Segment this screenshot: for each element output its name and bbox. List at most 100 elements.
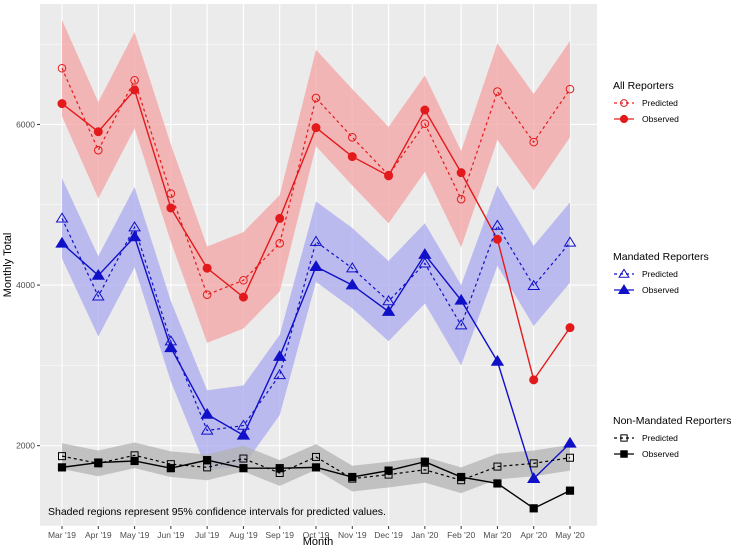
observed-point-all bbox=[130, 85, 140, 95]
predicted-point-all bbox=[130, 75, 139, 85]
observed-point-all bbox=[238, 292, 248, 302]
predicted-point-all bbox=[529, 137, 539, 147]
ci-band-all bbox=[62, 20, 570, 343]
observed-point-all bbox=[529, 375, 539, 385]
legend-label-observed-mandated: Observed bbox=[642, 285, 679, 295]
predicted-point-mandated bbox=[382, 294, 395, 306]
predicted-point-mandated bbox=[200, 424, 214, 435]
observed-point-mandated bbox=[563, 436, 577, 448]
observed-point-nonmandated bbox=[529, 504, 538, 513]
observed-point-nonmandated bbox=[348, 472, 357, 482]
observed-point-nonmandated bbox=[130, 456, 139, 466]
observed-point-nonmandated bbox=[57, 463, 67, 472]
observed-point-mandated bbox=[490, 354, 505, 366]
predicted-point-nonmandated bbox=[312, 452, 320, 461]
x-tick-label: Mar '20 bbox=[483, 530, 511, 540]
observed-point-mandated bbox=[127, 230, 142, 242]
x-tick-label: May '19 bbox=[120, 530, 150, 540]
predicted-point-all bbox=[275, 239, 285, 248]
observed-point-mandated bbox=[527, 472, 541, 483]
legend-marker-predicted-nonmandated bbox=[620, 434, 628, 442]
observed-point-all bbox=[166, 203, 176, 213]
x-tick-label: Dec '19 bbox=[374, 530, 403, 540]
y-axis-title: Monthly Total bbox=[2, 233, 14, 298]
observed-point-nonmandated bbox=[384, 466, 393, 475]
observed-point-mandated bbox=[381, 305, 396, 316]
predicted-point-all bbox=[239, 275, 248, 285]
legend-marker-observed-mandated bbox=[617, 284, 631, 294]
predicted-point-all bbox=[57, 63, 67, 73]
observed-point-all bbox=[565, 323, 575, 333]
observed-point-nonmandated bbox=[311, 463, 321, 472]
predicted-point-nonmandated bbox=[58, 452, 66, 461]
observed-point-mandated bbox=[345, 278, 359, 290]
x-tick-label: Aug '19 bbox=[229, 530, 258, 540]
observed-point-nonmandated bbox=[166, 464, 175, 473]
predicted-point-all bbox=[347, 133, 357, 142]
x-tick-label: Oct '19 bbox=[303, 530, 330, 540]
predicted-point-mandated bbox=[418, 257, 432, 268]
legend-label-predicted-all: Predicted bbox=[642, 98, 678, 108]
x-tick-label: Nov '19 bbox=[338, 530, 367, 540]
x-axis-title: Month bbox=[303, 536, 334, 547]
predicted-point-all bbox=[456, 194, 466, 204]
observed-point-mandated bbox=[55, 236, 69, 248]
predicted-point-nonmandated bbox=[566, 453, 574, 462]
x-tick-label: Mar '19 bbox=[48, 530, 76, 540]
y-tick-label: 2000 bbox=[16, 441, 35, 451]
predicted-point-nonmandated bbox=[493, 462, 502, 471]
x-tick-label: Apr '19 bbox=[85, 530, 112, 540]
predicted-point-all bbox=[202, 290, 212, 300]
observed-point-mandated bbox=[309, 260, 323, 271]
observed-point-nonmandated bbox=[493, 479, 502, 488]
observed-point-all bbox=[93, 127, 103, 137]
legend: All Reporters Predicted Observed Mandated R… bbox=[613, 80, 731, 459]
legend-marker-observed-nonmandated bbox=[620, 450, 628, 458]
observed-point-mandated bbox=[164, 341, 178, 353]
legend-title-nonmandated: Non-Mandated Reporters bbox=[613, 415, 731, 427]
legend-label-observed-nonmandated: Observed bbox=[642, 449, 679, 459]
predicted-point-mandated bbox=[91, 290, 105, 301]
predicted-point-nonmandated bbox=[529, 459, 538, 468]
legend-marker-predicted-mandated bbox=[618, 268, 630, 278]
predicted-point-all bbox=[565, 84, 575, 94]
observed-point-all bbox=[420, 105, 430, 115]
observed-point-mandated bbox=[236, 428, 251, 440]
legend-title-all: All Reporters bbox=[613, 80, 674, 92]
x-tick-label: Jun '19 bbox=[157, 530, 184, 540]
legend-label-predicted-nonmandated: Predicted bbox=[642, 433, 678, 443]
chart-note: Shaded regions represent 95% confidence … bbox=[48, 506, 386, 518]
predicted-point-all bbox=[93, 145, 103, 155]
predicted-point-mandated bbox=[563, 236, 577, 247]
observed-point-mandated bbox=[418, 248, 432, 259]
observed-point-all bbox=[275, 213, 285, 223]
observed-point-all bbox=[311, 123, 321, 133]
x-tick-label: Feb '20 bbox=[447, 530, 475, 540]
ci-band-mandated bbox=[62, 178, 570, 471]
legend-title-mandated: Mandated Reporters bbox=[613, 251, 709, 263]
legend-label-observed-all: Observed bbox=[642, 114, 679, 124]
data-markers bbox=[55, 63, 577, 513]
observed-point-nonmandated bbox=[420, 457, 429, 466]
predicted-point-all bbox=[493, 87, 502, 96]
observed-point-nonmandated bbox=[203, 456, 212, 465]
observed-point-all bbox=[347, 152, 357, 162]
predicted-point-all bbox=[420, 119, 430, 128]
predicted-point-mandated bbox=[527, 279, 541, 291]
y-tick-label: 4000 bbox=[16, 280, 35, 290]
predicted-point-nonmandated bbox=[239, 454, 248, 463]
predicted-point-mandated bbox=[454, 319, 468, 330]
observed-point-all bbox=[456, 168, 466, 178]
predicted-point-nonmandated bbox=[420, 465, 429, 474]
x-tick-label: Apr '20 bbox=[520, 530, 547, 540]
observed-point-nonmandated bbox=[275, 464, 284, 473]
observed-point-mandated bbox=[273, 350, 287, 361]
predicted-point-mandated bbox=[491, 219, 504, 230]
observed-point-nonmandated bbox=[565, 486, 575, 495]
x-tick-label: May '20 bbox=[555, 530, 585, 540]
observed-point-all bbox=[202, 263, 212, 273]
predicted-point-all bbox=[311, 93, 321, 103]
observed-point-nonmandated bbox=[239, 464, 248, 473]
legend-marker-observed-all bbox=[619, 114, 629, 124]
axes: 2000 4000 6000 Mar '19 Apr '19 May '19 Jun '19… bbox=[16, 119, 585, 540]
